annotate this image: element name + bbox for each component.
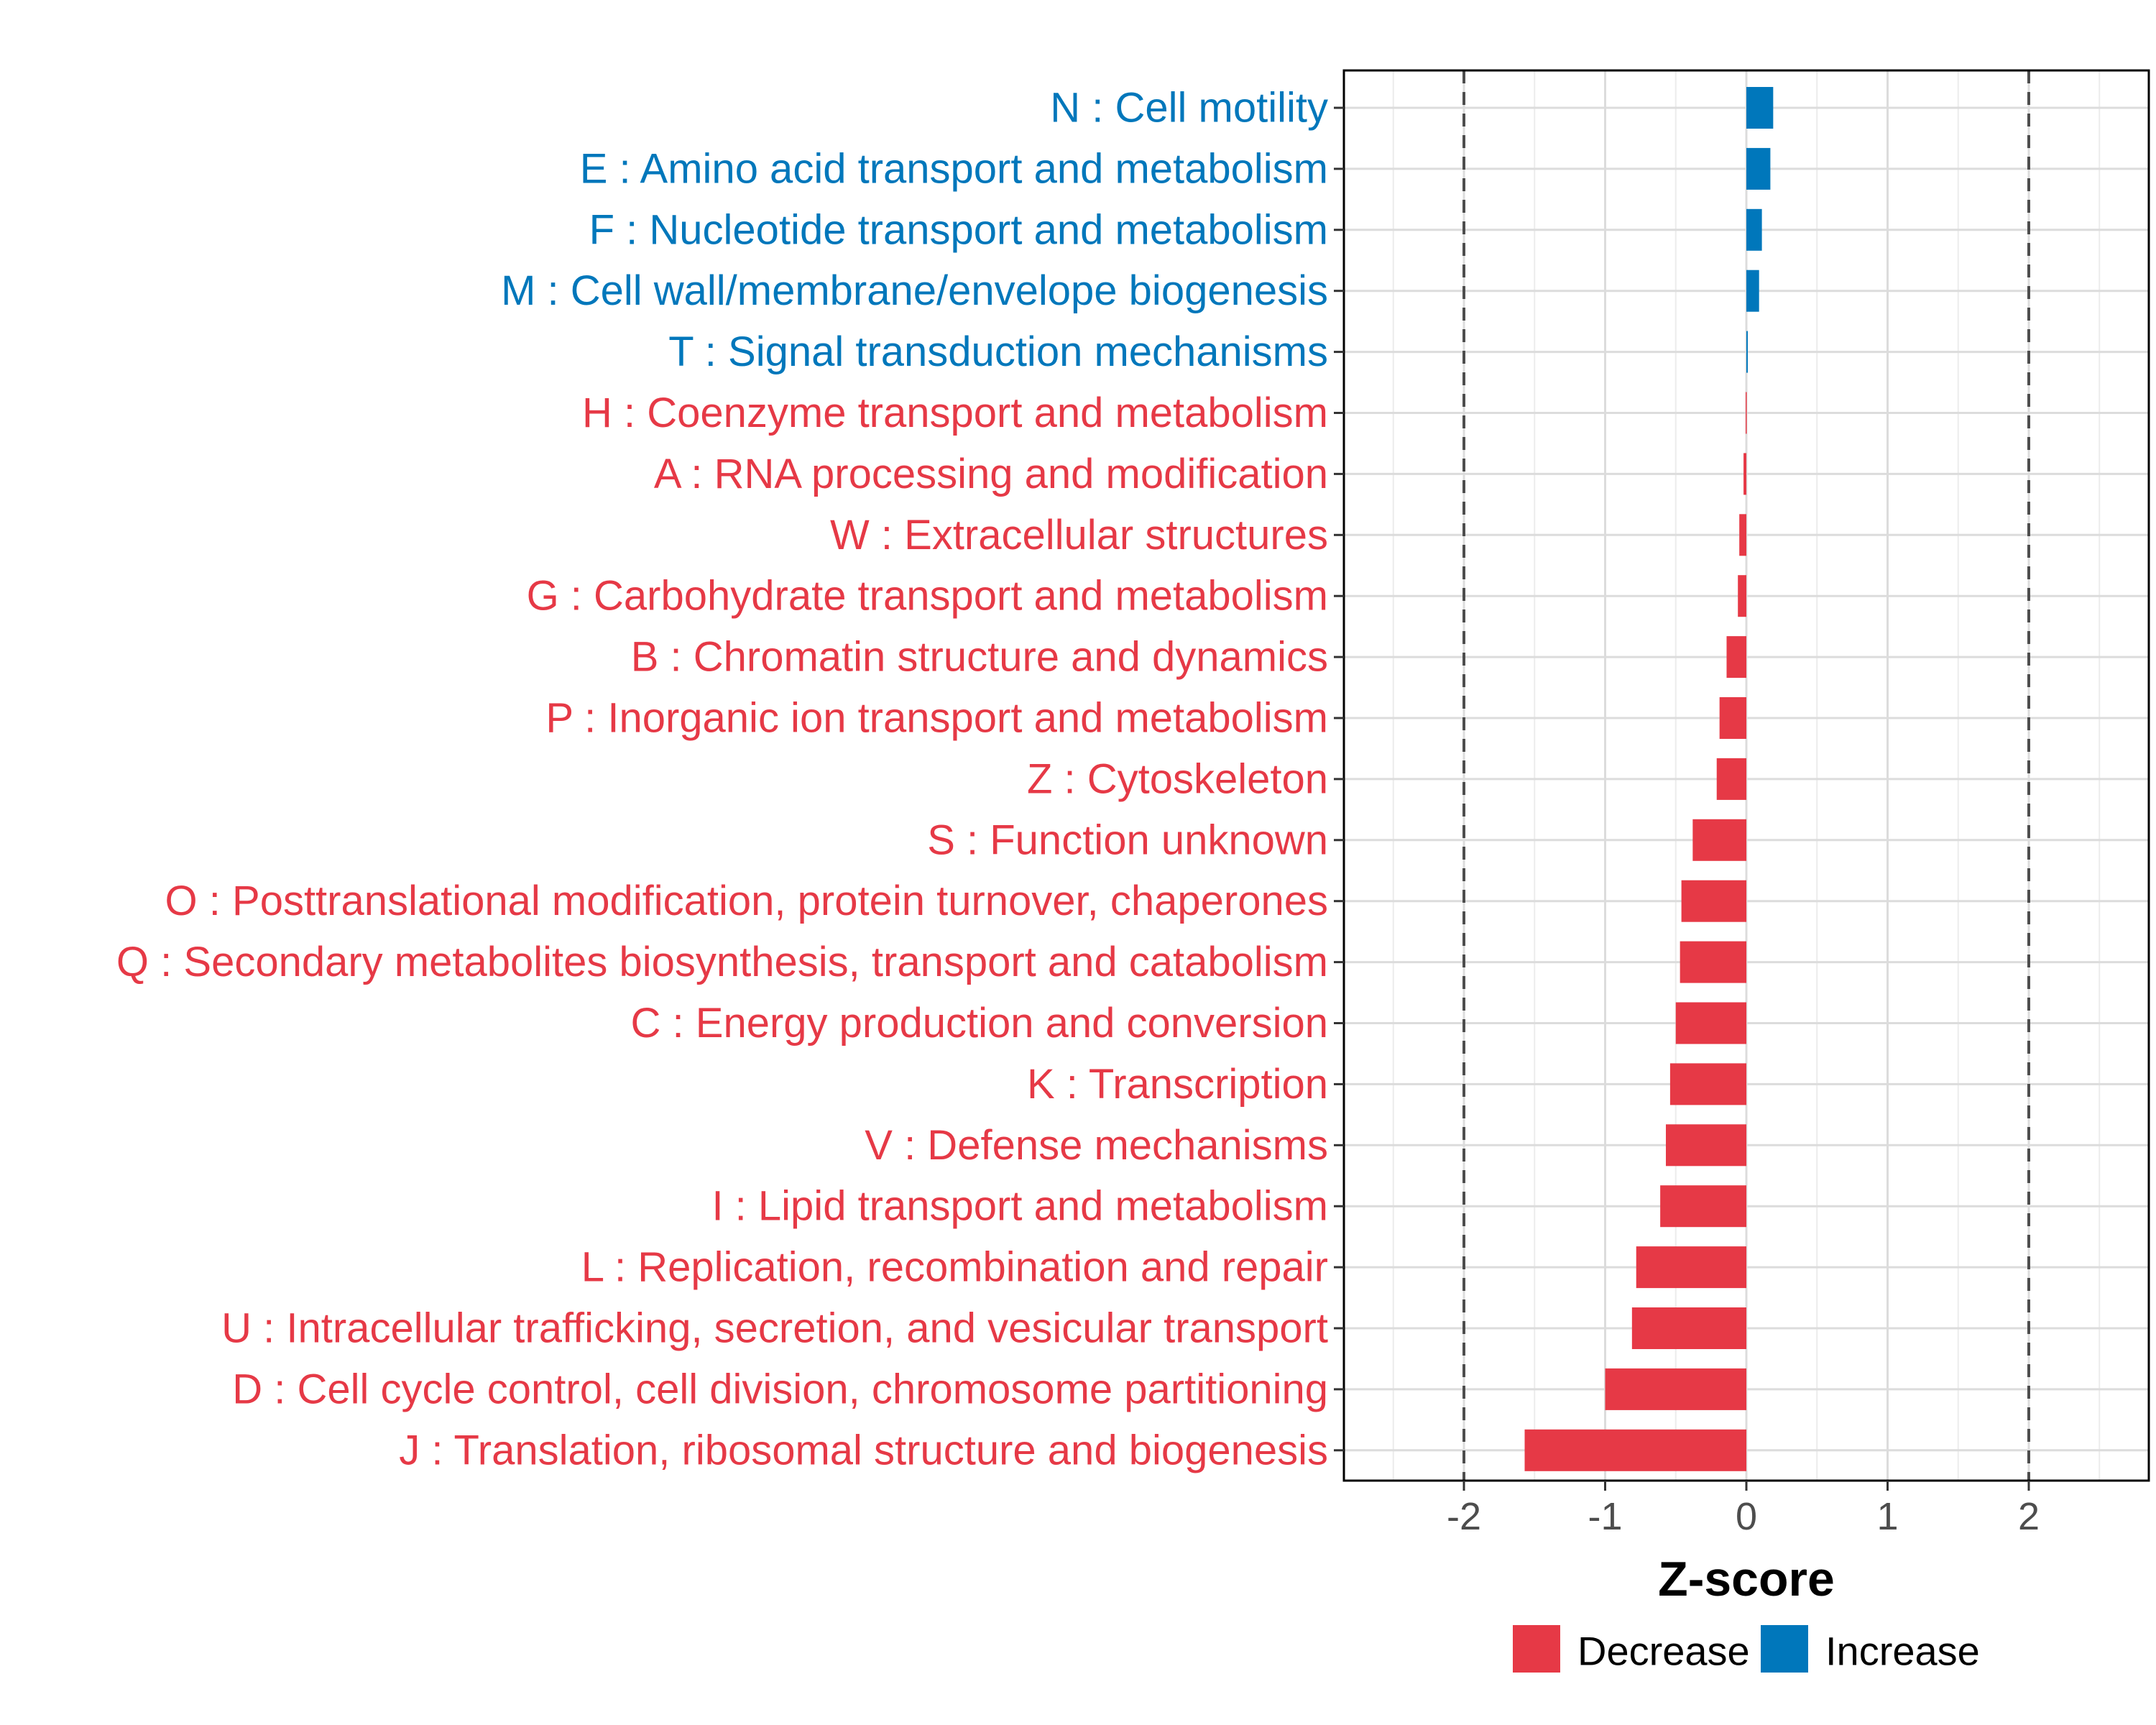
- y-tick-label: E : Amino acid transport and metabolism: [580, 145, 1328, 192]
- y-tick-label: T : Signal transduction mechanisms: [668, 328, 1328, 375]
- bar: [1716, 758, 1746, 800]
- reference-lines: [1462, 70, 2030, 1481]
- y-tick-label: A : RNA processing and modification: [654, 451, 1328, 497]
- y-tick-label: I : Lipid transport and metabolism: [711, 1183, 1328, 1230]
- y-tick-label: O : Posttranslational modification, prot…: [165, 878, 1328, 924]
- bar: [1524, 1429, 1746, 1471]
- bar: [1738, 575, 1746, 617]
- bar: [1746, 270, 1759, 312]
- y-tick-label: M : Cell wall/membrane/envelope biogenes…: [501, 267, 1328, 314]
- y-tick-label: U : Intracellular trafficking, secretion…: [221, 1305, 1328, 1352]
- bar: [1669, 1063, 1746, 1105]
- bar: [1636, 1246, 1746, 1289]
- bar: [1681, 880, 1746, 922]
- legend-label-increase: Increase: [1825, 1629, 1980, 1674]
- bar: [1746, 208, 1762, 251]
- bar: [1675, 1002, 1746, 1044]
- y-tick-label: G : Carbohydrate transport and metabolis…: [527, 573, 1328, 620]
- bars: [1524, 87, 1774, 1471]
- bar: [1739, 514, 1746, 556]
- bar: [1743, 453, 1746, 495]
- y-tick-label: V : Defense mechanisms: [865, 1122, 1328, 1169]
- bar: [1680, 941, 1746, 983]
- legend-label-decrease: Decrease: [1577, 1629, 1750, 1674]
- bar: [1746, 87, 1774, 129]
- y-tick-label: B : Chromatin structure and dynamics: [631, 634, 1328, 681]
- x-tick-label: 2: [2018, 1495, 2040, 1538]
- legend-swatch-increase: [1761, 1625, 1808, 1673]
- y-tick-label: F : Nucleotide transport and metabolism: [589, 206, 1328, 253]
- y-tick-label: Z : Cytoskeleton: [1027, 755, 1328, 802]
- bar: [1660, 1185, 1746, 1228]
- y-tick-label: W : Extracellular structures: [830, 512, 1328, 558]
- legend: Decrease Increase: [1513, 1625, 1980, 1674]
- y-tick-label: N : Cell motility: [1050, 85, 1328, 132]
- y-tick-label: S : Function unknown: [927, 816, 1328, 863]
- x-axis-title: Z-score: [1658, 1552, 1835, 1606]
- bar: [1719, 697, 1746, 739]
- y-axis: N : Cell motility E : Amino acid transpor…: [116, 85, 1344, 1473]
- x-tick-label: 0: [1736, 1495, 1757, 1538]
- bar: [1746, 392, 1747, 434]
- bar: [1631, 1307, 1746, 1349]
- bar: [1666, 1124, 1746, 1167]
- x-axis: -2 -1 0 1 2: [1447, 1481, 2040, 1538]
- y-tick-label: H : Coenzyme transport and metabolism: [582, 390, 1328, 436]
- x-tick-label: -2: [1447, 1495, 1481, 1538]
- y-tick-label: C : Energy production and conversion: [631, 1000, 1328, 1046]
- bar: [1692, 819, 1746, 861]
- x-tick-label: -1: [1588, 1495, 1623, 1538]
- bar: [1605, 1368, 1746, 1410]
- x-tick-label: 1: [1876, 1495, 1898, 1538]
- y-tick-label: P : Inorganic ion transport and metaboli…: [545, 695, 1328, 742]
- y-tick-label: K : Transcription: [1027, 1061, 1328, 1108]
- bar: [1726, 636, 1746, 678]
- bar: [1746, 331, 1748, 373]
- y-tick-label: J : Translation, ribosomal structure and…: [399, 1427, 1328, 1473]
- bar: [1746, 147, 1771, 190]
- y-tick-label: Q : Secondary metabolites biosynthesis, …: [116, 939, 1328, 985]
- y-tick-label: D : Cell cycle control, cell division, c…: [232, 1366, 1328, 1412]
- legend-swatch-decrease: [1513, 1625, 1560, 1673]
- y-tick-label: L : Replication, recombination and repai…: [581, 1244, 1328, 1291]
